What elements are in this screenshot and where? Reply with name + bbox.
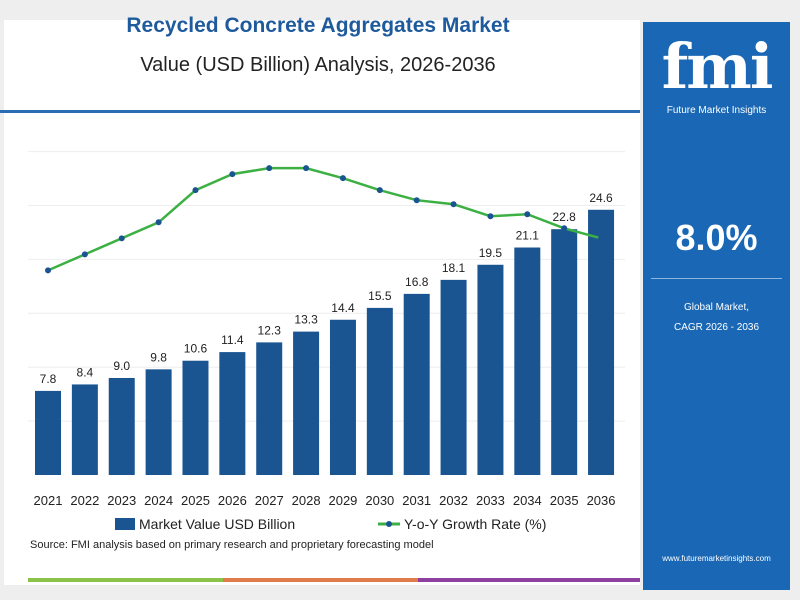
bar-value-label: 13.3 bbox=[294, 313, 318, 327]
bar-value-label: 7.8 bbox=[40, 372, 57, 386]
x-tick-label: 2033 bbox=[476, 493, 505, 508]
growth-line bbox=[47, 166, 602, 272]
growth-point bbox=[413, 197, 420, 204]
x-tick-label: 2025 bbox=[181, 493, 210, 508]
x-tick-label: 2023 bbox=[107, 493, 136, 508]
title-divider bbox=[0, 110, 640, 113]
x-tick-label: 2032 bbox=[439, 493, 468, 508]
bar-value-label: 14.4 bbox=[331, 301, 355, 315]
x-tick-label: 2022 bbox=[70, 493, 99, 508]
x-tick-label: 2030 bbox=[365, 493, 394, 508]
legend-line-label: Y-o-Y Growth Rate (%) bbox=[404, 516, 547, 532]
bar-value-label: 12.3 bbox=[258, 323, 282, 337]
growth-point bbox=[524, 211, 531, 218]
growth-point bbox=[561, 225, 568, 232]
fmi-logo: fmi bbox=[661, 30, 774, 103]
x-tick-label: 2036 bbox=[587, 493, 616, 508]
panel-divider bbox=[651, 278, 782, 279]
bar bbox=[108, 377, 135, 475]
bar-value-label: 18.1 bbox=[442, 261, 466, 275]
legend-line: Y-o-Y Growth Rate (%) bbox=[378, 516, 546, 532]
bar-value-label: 8.4 bbox=[77, 365, 94, 379]
strip-green bbox=[28, 578, 223, 582]
growth-point bbox=[229, 171, 236, 178]
chart-subtitle: Value (USD Billion) Analysis, 2026-2036 bbox=[140, 54, 496, 76]
bar-value-label: 22.8 bbox=[553, 210, 577, 224]
bar bbox=[293, 331, 320, 475]
bar bbox=[35, 390, 61, 475]
growth-point bbox=[45, 267, 51, 274]
website-url: www.futuremarketinsights.com bbox=[662, 554, 771, 563]
bar bbox=[71, 384, 98, 475]
x-tick-label: 2031 bbox=[402, 493, 431, 508]
legend-bar-label: Market Value USD Billion bbox=[139, 516, 296, 532]
bar bbox=[329, 319, 356, 475]
source-note: Source: FMI analysis based on primary re… bbox=[30, 539, 434, 551]
bar bbox=[440, 279, 467, 475]
legend-bar-swatch bbox=[115, 518, 135, 530]
bar bbox=[219, 352, 246, 475]
x-tick-label: 2035 bbox=[550, 493, 579, 508]
growth-point bbox=[118, 235, 125, 242]
bar-value-label: 10.6 bbox=[184, 342, 208, 356]
x-tick-label: 2034 bbox=[513, 493, 542, 508]
bar-value-label: 15.5 bbox=[368, 289, 392, 303]
cagr-label-line2: CAGR 2026 - 2036 bbox=[673, 322, 760, 333]
bar-value-label: 24.6 bbox=[589, 191, 613, 205]
bar-value-label: 9.0 bbox=[113, 359, 130, 373]
bar-value-label: 11.4 bbox=[221, 333, 244, 347]
growth-point bbox=[339, 175, 346, 182]
growth-point bbox=[487, 213, 494, 220]
legend-line-swatch bbox=[378, 521, 400, 527]
bar bbox=[588, 209, 615, 475]
x-tick-label: 2021 bbox=[34, 493, 63, 508]
side-panel: fmi Future Market Insights 8.0% Global M… bbox=[643, 22, 790, 590]
legend-bar: Market Value USD Billion bbox=[115, 516, 295, 532]
chart-plot: 7.8 2021 8.4 2022 9.0 2023 9.8 2024 10.6 2025 11.4… bbox=[28, 151, 625, 508]
strip-purple bbox=[418, 578, 640, 582]
bar bbox=[366, 307, 393, 475]
bar bbox=[551, 229, 578, 475]
bar-value-label: 16.8 bbox=[405, 275, 429, 289]
bar bbox=[477, 264, 504, 475]
x-tick-label: 2026 bbox=[218, 493, 247, 508]
growth-point bbox=[266, 165, 273, 172]
x-tick-label: 2028 bbox=[292, 493, 321, 508]
logo-subtitle: Future Market Insights bbox=[666, 105, 767, 116]
growth-point bbox=[376, 187, 383, 194]
bar bbox=[403, 293, 430, 475]
bar-value-label: 21.1 bbox=[516, 229, 540, 243]
growth-point bbox=[81, 251, 88, 258]
bar-value-label: 9.8 bbox=[150, 350, 167, 364]
bar-value-label: 19.5 bbox=[479, 246, 503, 260]
bar bbox=[182, 360, 209, 475]
bar bbox=[256, 342, 283, 475]
strip-orange bbox=[223, 578, 418, 582]
growth-point bbox=[303, 165, 310, 172]
x-tick-label: 2024 bbox=[144, 493, 173, 508]
growth-point bbox=[598, 235, 605, 242]
growth-point bbox=[192, 187, 199, 194]
growth-point bbox=[450, 201, 457, 208]
cagr-label: Global Market, CAGR 2026 - 2036 bbox=[643, 298, 790, 338]
bar bbox=[514, 247, 541, 475]
bar bbox=[145, 369, 172, 475]
cagr-value: 8.0% bbox=[675, 217, 758, 258]
chart-title: Recycled Concrete Aggregates Market bbox=[126, 14, 510, 37]
growth-point bbox=[155, 219, 162, 226]
cagr-label-line1: Global Market, bbox=[683, 302, 750, 313]
x-tick-label: 2029 bbox=[328, 493, 357, 508]
x-tick-label: 2027 bbox=[255, 493, 284, 508]
